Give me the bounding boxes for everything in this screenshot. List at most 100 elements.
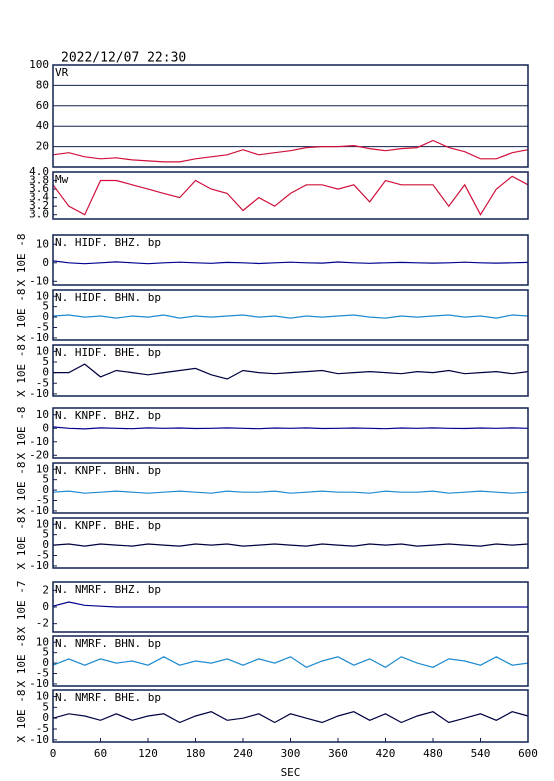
y-tick-label: -10: [29, 559, 49, 572]
y-tick-label: 0: [42, 538, 49, 551]
panel-label: Mw: [55, 173, 69, 186]
y-tick-label: 10: [36, 237, 49, 250]
y-axis-label: X 10E -8: [15, 517, 28, 570]
y-tick-label: -10: [29, 274, 49, 287]
waveform: [52, 656, 529, 668]
x-tick-label: 300: [281, 747, 301, 760]
y-tick-label: -10: [29, 387, 49, 400]
y-tick-label: 3.6: [29, 182, 49, 195]
y-tick-label: -10: [29, 504, 49, 517]
panel-frame: [52, 581, 529, 633]
chart-title: 2022/12/07 22:30: [61, 51, 186, 66]
panel-frame: [52, 517, 529, 569]
y-tick-label: 0: [42, 310, 49, 323]
y-tick-label: -10: [29, 435, 49, 448]
panel-frame: [52, 289, 529, 341]
y-tick-label: -10: [29, 677, 49, 690]
y-tick-label: 3.4: [29, 191, 49, 204]
y-axis-label: X 10E -8: [15, 407, 28, 460]
x-tick-label: 480: [423, 747, 443, 760]
y-tick-label: 0: [42, 483, 49, 496]
y-tick-label: 10: [36, 462, 49, 475]
y-tick-label: 10: [36, 408, 49, 421]
x-tick-label: 180: [186, 747, 206, 760]
y-tick-label: 5: [42, 646, 49, 659]
x-tick-label: 540: [471, 747, 491, 760]
x-tick-label: 60: [94, 747, 107, 760]
panel-label: N. KNPF. BHE. bp: [55, 519, 161, 532]
y-tick-label: 10: [36, 517, 49, 530]
panel-label: N. KNPF. BHN. bp: [55, 464, 161, 477]
waveform: [52, 175, 529, 216]
y-tick-label: -5: [36, 667, 49, 680]
x-tick-label: 600: [518, 747, 538, 760]
y-tick-label: 0: [42, 656, 49, 669]
y-tick-label: -5: [36, 494, 49, 507]
waveform: [52, 260, 529, 265]
x-tick-label: 0: [50, 747, 57, 760]
y-tick-label: 0: [42, 600, 49, 613]
waveform: [52, 139, 529, 163]
x-tick-label: 120: [138, 747, 158, 760]
y-tick-label: 5: [42, 528, 49, 541]
panel-label: N. HIDF. BHN. bp: [55, 291, 161, 304]
panel-label: N. NMRF. BHZ. bp: [55, 583, 161, 596]
y-tick-label: -10: [29, 331, 49, 344]
y-tick-label: 0: [42, 366, 49, 379]
y-tick-label: -2: [36, 617, 49, 630]
y-tick-label: -10: [29, 733, 49, 746]
waveform: [53, 363, 529, 380]
y-tick-label: -20: [29, 448, 49, 461]
y-tick-label: 80: [36, 78, 49, 91]
y-tick-label: 3.8: [29, 174, 49, 187]
y-tick-label: 60: [36, 99, 49, 112]
y-tick-label: 5: [42, 300, 49, 313]
y-tick-label: 40: [36, 119, 49, 132]
y-tick-label: 3.2: [29, 199, 49, 212]
y-tick-label: 0: [42, 421, 49, 434]
panel-frame: [52, 407, 529, 459]
waveform: [52, 426, 529, 430]
x-axis-label: SEC: [281, 766, 301, 779]
y-tick-label: 20: [36, 140, 49, 153]
x-tick-label: 240: [233, 747, 253, 760]
y-tick-label: 3.0: [29, 208, 49, 221]
y-tick-label: 5: [42, 700, 49, 713]
y-tick-label: -5: [36, 722, 49, 735]
y-tick-label: 0: [42, 711, 49, 724]
y-axis-label: X 10E -8: [15, 289, 28, 342]
y-axis-label: X 10E -8: [15, 690, 28, 743]
panel-frame: [52, 462, 529, 514]
y-tick-label: -5: [36, 376, 49, 389]
y-axis-label: X 10E -8: [15, 234, 28, 287]
panel-label: VR: [55, 66, 69, 79]
y-tick-label: 5: [42, 355, 49, 368]
y-tick-label: 0: [42, 256, 49, 269]
panel-frame: [52, 171, 529, 220]
y-tick-label: 5: [42, 473, 49, 486]
panel-label: N. NMRF. BHN. bp: [55, 637, 161, 650]
panel-frame: [52, 234, 529, 286]
waveform: [52, 314, 529, 319]
y-tick-label: 10: [36, 635, 49, 648]
y-tick-label: 4.0: [29, 165, 49, 178]
panel-label: N. HIDF. BHE. bp: [55, 346, 161, 359]
waveform: [52, 490, 529, 494]
panel-frame: [52, 635, 529, 687]
y-axis-label: X 10E -7: [15, 581, 28, 634]
panel-label: N. NMRF. BHE. bp: [55, 691, 161, 704]
y-tick-label: -5: [36, 321, 49, 334]
y-axis-label: X 10E -8: [15, 635, 28, 688]
waveform: [52, 543, 529, 547]
waveform: [52, 711, 529, 724]
y-tick-label: 2: [42, 583, 49, 596]
y-tick-label: 100: [29, 58, 49, 71]
y-tick-label: 10: [36, 344, 49, 357]
panel-label: N. HIDF. BHZ. bp: [55, 236, 161, 249]
panel-label: N. KNPF. BHZ. bp: [55, 409, 161, 422]
panel-frame: [52, 344, 529, 397]
y-tick-label: 10: [36, 690, 49, 703]
y-axis-label: X 10E -8: [15, 344, 28, 397]
y-tick-label: 10: [36, 289, 49, 302]
